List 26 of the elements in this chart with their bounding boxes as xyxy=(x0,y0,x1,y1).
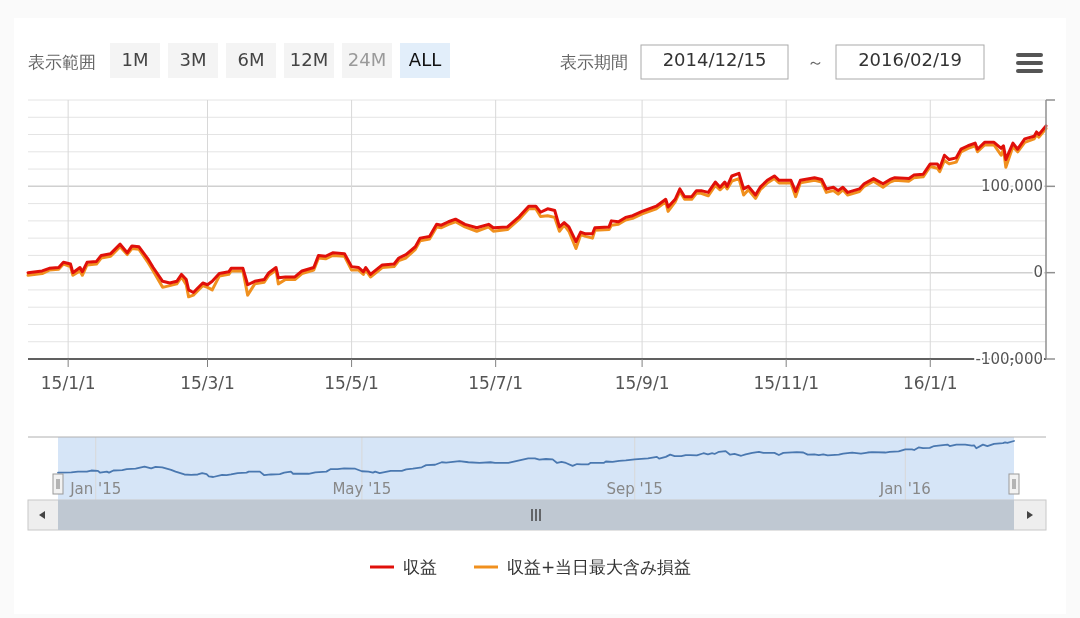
y-tick-label: 100,000 xyxy=(980,176,1043,195)
text: 2016/02/19 xyxy=(858,49,962,70)
x-tick-label: 15/5/1 xyxy=(324,373,379,393)
y-tick-label: 0 xyxy=(1033,263,1043,282)
text: 2014/12/15 xyxy=(662,49,767,70)
text: 表示期間 xyxy=(560,52,628,72)
x-tick-label: 15/3/1 xyxy=(180,373,235,393)
x-tick-label: 15/7/1 xyxy=(468,373,524,393)
text: 6M xyxy=(237,49,265,70)
x-tick-label: 15/1/1 xyxy=(40,373,96,393)
x-tick-label: Jan '16 xyxy=(878,480,931,498)
legend-label: 収益+当日最大含み損益 xyxy=(507,557,692,577)
x-tick-label: 15/11/1 xyxy=(753,373,819,393)
x-tick-label: Jan '15 xyxy=(69,480,122,498)
text: 3M xyxy=(179,49,207,70)
text: 24M xyxy=(347,49,387,70)
text: ALL xyxy=(408,49,442,70)
legend-label: 収益 xyxy=(403,557,437,577)
x-tick-label: 15/9/1 xyxy=(614,373,670,393)
text: ～ xyxy=(806,52,824,72)
text: 12M xyxy=(289,49,329,70)
x-tick-label: May '15 xyxy=(332,480,392,498)
x-tick-label: 16/1/1 xyxy=(902,373,958,393)
text: 表示範囲 xyxy=(28,52,96,72)
text: 1M xyxy=(121,49,149,70)
x-tick-label: Sep '15 xyxy=(606,480,663,498)
